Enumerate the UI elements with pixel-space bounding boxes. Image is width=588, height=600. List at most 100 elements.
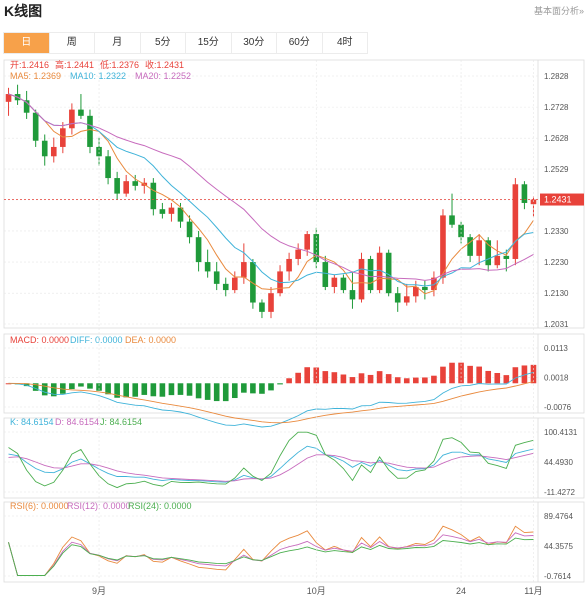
ma20-label: MA20: 1.2252 xyxy=(135,71,191,81)
rsi-tick-label: 89.4764 xyxy=(544,512,573,521)
candle-body xyxy=(268,293,274,312)
tab-60min[interactable]: 60分 xyxy=(277,33,323,53)
candle-body xyxy=(322,262,329,287)
candle-body xyxy=(123,181,129,194)
candle-body xyxy=(60,128,66,147)
macd-bar xyxy=(440,366,446,384)
macd-bar xyxy=(467,365,473,384)
tab-month[interactable]: 月 xyxy=(95,33,141,53)
kdj-grid xyxy=(4,431,538,493)
j-line xyxy=(8,431,534,489)
candle-body xyxy=(476,240,482,256)
macd-bar xyxy=(168,383,175,396)
tab-15min[interactable]: 15分 xyxy=(186,33,232,53)
candle-body xyxy=(331,277,338,287)
macd-bar xyxy=(195,383,202,399)
macd-bar xyxy=(331,372,338,384)
macd-bar xyxy=(322,371,329,384)
macd-bar xyxy=(150,383,157,397)
diff-label: DIFF: 0.0000 xyxy=(70,335,123,345)
k-label: K: 84.6154 xyxy=(10,417,54,427)
macd-histogram xyxy=(5,362,537,402)
tab-4hour[interactable]: 4时 xyxy=(323,33,368,53)
kline-chart[interactable]: 1.28281.27281.26281.25291.24301.23301.22… xyxy=(0,58,588,600)
macd-bar xyxy=(114,383,120,398)
macd-bar xyxy=(250,383,256,394)
candle-body xyxy=(494,255,501,266)
macd-bar xyxy=(313,367,320,384)
macd-bar xyxy=(286,378,292,384)
price-tick-label: 1.2230 xyxy=(544,258,569,267)
candle-body xyxy=(295,249,301,259)
tab-5min[interactable]: 5分 xyxy=(141,33,186,53)
candle-body xyxy=(204,262,211,272)
kdj-tick-label: 100.4131 xyxy=(544,428,578,437)
rsi-tick-label: 44.3575 xyxy=(544,542,573,551)
candle-body xyxy=(358,258,365,300)
price-tick-label: 1.2031 xyxy=(544,320,569,329)
macd-bar xyxy=(141,383,148,395)
x-axis: 9月 10月 24 11月 xyxy=(92,60,543,596)
macd-bar xyxy=(349,377,356,384)
rsi24-line xyxy=(8,537,534,576)
candle-body xyxy=(449,215,455,225)
j-label: J: 84.6154 xyxy=(100,417,142,427)
candle-body xyxy=(177,207,184,222)
price-tick-label: 1.2330 xyxy=(544,227,569,236)
candle-body xyxy=(213,271,220,284)
rsi24-label: RSI(24): 0.0000 xyxy=(128,501,192,511)
k-line xyxy=(8,445,534,483)
candle-body xyxy=(467,237,473,256)
candle-body xyxy=(503,255,510,259)
macd-bar xyxy=(186,383,193,396)
macd-tick-label: -0.0076 xyxy=(544,403,572,412)
macd-bar xyxy=(222,383,229,402)
candle-body xyxy=(485,240,492,266)
macd-bar xyxy=(123,383,129,398)
macd-bar xyxy=(485,370,492,384)
macd-label: MACD: 0.0000 xyxy=(10,335,69,345)
macd-bar xyxy=(96,383,102,391)
macd-bar xyxy=(376,371,383,384)
macd-frame xyxy=(3,333,585,414)
ma10-label: MA10: 1.2322 xyxy=(70,71,126,81)
candle-body xyxy=(50,146,57,157)
macd-bar xyxy=(268,383,274,391)
macd-bar xyxy=(32,383,39,391)
candle-body xyxy=(431,277,437,291)
fundamental-analysis-link[interactable]: 基本面分析» xyxy=(533,6,584,16)
candle-body xyxy=(168,207,175,214)
candle-body xyxy=(114,178,120,194)
macd-bar xyxy=(23,383,30,387)
candle-body xyxy=(41,140,48,157)
macd-bar xyxy=(132,383,139,397)
candle-body xyxy=(340,277,347,291)
header: K线图 基本面分析» xyxy=(0,0,588,22)
ma5-line xyxy=(8,93,534,295)
tab-30min[interactable]: 30分 xyxy=(232,33,277,53)
candle-body xyxy=(521,184,528,203)
candle-body xyxy=(376,252,383,291)
d-label: D: 84.6154 xyxy=(55,417,99,427)
macd-axis-ticks: 0.0113 0.0018 -0.0076 xyxy=(544,344,572,412)
macd-bar xyxy=(494,372,501,384)
macd-bar xyxy=(105,383,111,395)
ma10-line xyxy=(8,93,534,287)
chart-area[interactable]: 1.28281.27281.26281.25291.24301.23301.22… xyxy=(0,58,588,600)
macd-bar xyxy=(41,383,48,396)
tab-day[interactable]: 日 xyxy=(3,33,50,53)
tab-week[interactable]: 周 xyxy=(50,33,95,53)
macd-bar xyxy=(69,383,75,390)
candle-body xyxy=(440,215,446,278)
candle-body xyxy=(512,184,519,259)
diff-line xyxy=(8,371,534,428)
candle-body xyxy=(385,252,392,294)
price-moving-averages xyxy=(8,93,534,295)
price-frame xyxy=(3,59,585,329)
macd-bar xyxy=(422,377,428,384)
candle-body xyxy=(367,258,374,291)
candle-body xyxy=(413,286,419,297)
macd-lines xyxy=(8,371,534,428)
kdj-tick-label: -11.4272 xyxy=(544,488,576,497)
info-low: 低:1.2376 xyxy=(100,59,139,70)
